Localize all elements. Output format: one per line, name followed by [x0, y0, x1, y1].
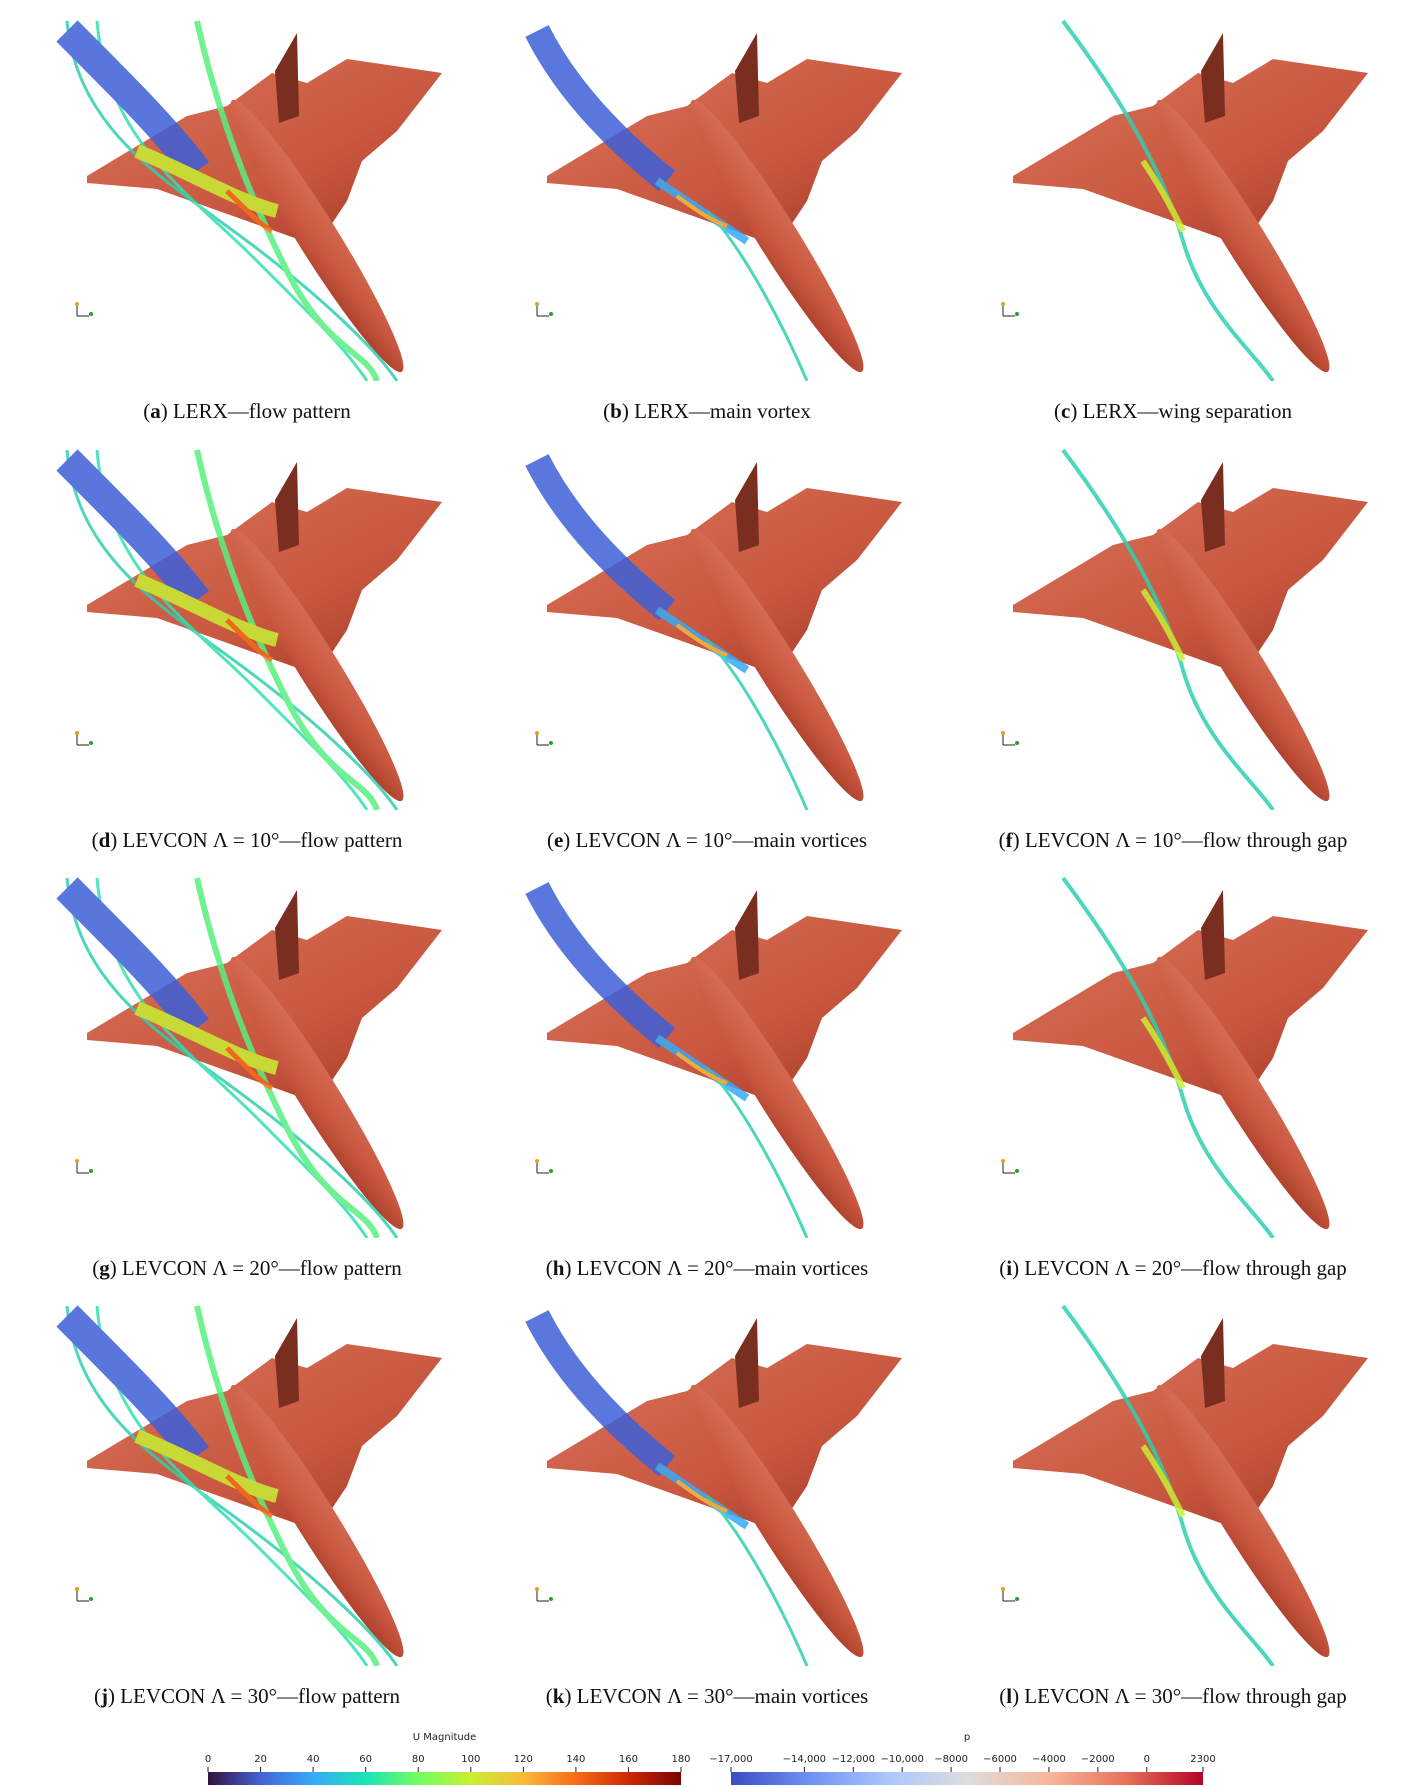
panel-letter: f [1006, 828, 1013, 852]
colorbar-tick-label: 120 [514, 1754, 533, 1765]
panel: (f) LEVCON Λ = 10°—flow through gap [938, 440, 1408, 853]
panel-letter: d [99, 828, 111, 852]
caption-text: ( [546, 1684, 553, 1708]
colorbar-tick-label: 80 [412, 1754, 425, 1765]
colorbar-tick-label: 160 [619, 1754, 638, 1765]
panel-letter: k [553, 1684, 565, 1708]
caption-text: ( [999, 828, 1006, 852]
colorbar-tick-label: 100 [461, 1754, 480, 1765]
panel: (g) LEVCON Λ = 20°—flow pattern [12, 868, 482, 1281]
panel: (k) LEVCON Λ = 30°—main vortices [472, 1296, 942, 1709]
colorbar-tick-label: 20 [254, 1754, 267, 1765]
caption-text: ) LEVCON Λ = 10°—main vortices [563, 828, 867, 852]
colorbar-tick-label: −10,000 [881, 1754, 924, 1765]
caption-text: ( [94, 1684, 101, 1708]
caption-text: ) LERX—flow pattern [161, 399, 351, 423]
caption: (i) LEVCON Λ = 20°—flow through gap [938, 1256, 1408, 1281]
colorbar-tick-label: −8000 [934, 1754, 968, 1765]
panel-letter: e [554, 828, 563, 852]
panel: (d) LEVCON Λ = 10°—flow pattern [12, 440, 482, 853]
panel-letter: b [610, 399, 622, 423]
caption: (h) LEVCON Λ = 20°—main vortices [472, 1256, 942, 1281]
caption-text: ) LEVCON Λ = 30°—main vortices [564, 1684, 868, 1708]
colorbar-tick-label: 0 [1144, 1754, 1150, 1765]
colorbar-tick-label: −12,000 [832, 1754, 875, 1765]
caption-text: ) LEVCON Λ = 20°—main vortices [564, 1256, 868, 1280]
caption: (f) LEVCON Λ = 10°—flow through gap [938, 828, 1408, 853]
caption-text: ) LERX—wing separation [1070, 399, 1292, 423]
caption-text: ( [547, 828, 554, 852]
caption: (e) LEVCON Λ = 10°—main vortices [472, 828, 942, 853]
caption: (b) LERX—main vortex [472, 399, 942, 424]
panel-image [492, 440, 922, 810]
panel-letter: c [1061, 399, 1070, 423]
panel-image [958, 440, 1388, 810]
panel-image [958, 11, 1388, 381]
panel: (a) LERX—flow pattern [12, 11, 482, 424]
panel-image [32, 1296, 462, 1666]
caption-text: ) LEVCON Λ = 20°—flow pattern [110, 1256, 402, 1280]
colorbar-title: U Magnitude [413, 1732, 476, 1743]
colorbar-tick-label: 60 [359, 1754, 372, 1765]
caption: (k) LEVCON Λ = 30°—main vortices [472, 1684, 942, 1709]
caption-text: ) LERX—main vortex [622, 399, 811, 423]
panel-letter: g [99, 1256, 110, 1280]
caption-text: ( [1054, 399, 1061, 423]
colorbar-tick-label: −17,000 [709, 1754, 752, 1765]
caption-text: ( [92, 828, 99, 852]
caption-text: ) LEVCON Λ = 10°—flow pattern [110, 828, 402, 852]
colorbars: U Magnitude 0 20 40 60 80 100 120 140 160 180 p −17,… [0, 1730, 1412, 1787]
colorbar-tick-label: 140 [566, 1754, 585, 1765]
panel: (i) LEVCON Λ = 20°—flow through gap [938, 868, 1408, 1281]
panel: (c) LERX—wing separation [938, 11, 1408, 424]
panel-image [32, 868, 462, 1238]
caption-text: ) LEVCON Λ = 30°—flow pattern [108, 1684, 400, 1708]
panel: (h) LEVCON Λ = 20°—main vortices [472, 868, 942, 1281]
colorbar-tick-label: 0 [205, 1754, 211, 1765]
caption-text: ( [546, 1256, 553, 1280]
panel: (b) LERX—main vortex [472, 11, 942, 424]
colorbar [208, 1772, 681, 1785]
panel-image [492, 11, 922, 381]
colorbar-tick-label: 2300 [1190, 1754, 1215, 1765]
colorbar-tick-label: −2000 [1081, 1754, 1115, 1765]
colorbar-tick-label: −4000 [1032, 1754, 1066, 1765]
caption-text: ) LEVCON Λ = 30°—flow through gap [1012, 1684, 1347, 1708]
caption-text: ) LEVCON Λ = 20°—flow through gap [1012, 1256, 1347, 1280]
caption: (c) LERX—wing separation [938, 399, 1408, 424]
panel-image [32, 440, 462, 810]
caption-text: ) LEVCON Λ = 10°—flow through gap [1013, 828, 1348, 852]
colorbar [731, 1772, 1203, 1785]
figure: U Magnitude 0 20 40 60 80 100 120 140 160 180 p −17,… [0, 0, 1412, 1787]
colorbar-tick-label: 40 [307, 1754, 320, 1765]
panel-image [958, 1296, 1388, 1666]
panel-letter: j [101, 1684, 108, 1708]
panel-image [492, 1296, 922, 1666]
caption: (d) LEVCON Λ = 10°—flow pattern [12, 828, 482, 853]
caption: (j) LEVCON Λ = 30°—flow pattern [12, 1684, 482, 1709]
colorbar-tick-label: 180 [671, 1754, 690, 1765]
caption: (a) LERX—flow pattern [12, 399, 482, 424]
caption: (g) LEVCON Λ = 20°—flow pattern [12, 1256, 482, 1281]
panel-letter: h [553, 1256, 565, 1280]
colorbar-tick-label: −6000 [983, 1754, 1017, 1765]
panel-image [958, 868, 1388, 1238]
panel-image [32, 11, 462, 381]
panel: (j) LEVCON Λ = 30°—flow pattern [12, 1296, 482, 1709]
panel-image [492, 868, 922, 1238]
colorbar-tick-label: −14,000 [783, 1754, 826, 1765]
panel: (e) LEVCON Λ = 10°—main vortices [472, 440, 942, 853]
panel-letter: a [150, 399, 161, 423]
panel: (l) LEVCON Λ = 30°—flow through gap [938, 1296, 1408, 1709]
colorbar-title: p [964, 1732, 970, 1743]
caption: (l) LEVCON Λ = 30°—flow through gap [938, 1684, 1408, 1709]
